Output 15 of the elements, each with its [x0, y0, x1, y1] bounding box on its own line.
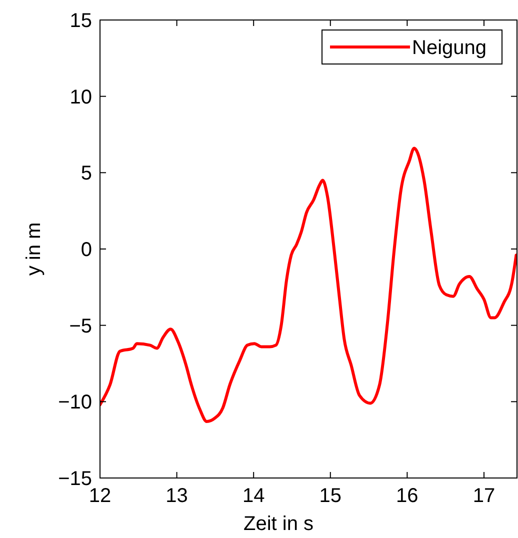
x-tick-label: 15 [319, 485, 342, 507]
y-tick-label: 15 [70, 10, 92, 32]
y-tick-label: 10 [70, 86, 92, 108]
x-tick-label: 13 [166, 485, 188, 507]
legend-label: Neigung [412, 37, 487, 59]
y-tick-label: 0 [80, 239, 92, 261]
x-axis-title: Zeit in s [243, 513, 314, 535]
x-tick-label: 16 [396, 485, 418, 507]
line-series [100, 146, 517, 424]
x-tick-label: 17 [472, 485, 496, 507]
y-tick-label: 5 [80, 162, 92, 185]
x-tick-label: 14 [242, 485, 265, 507]
y-axis-title: y in m [23, 222, 45, 276]
y-tick-label: −5 [69, 315, 92, 338]
y-tick-label: −10 [58, 392, 92, 414]
